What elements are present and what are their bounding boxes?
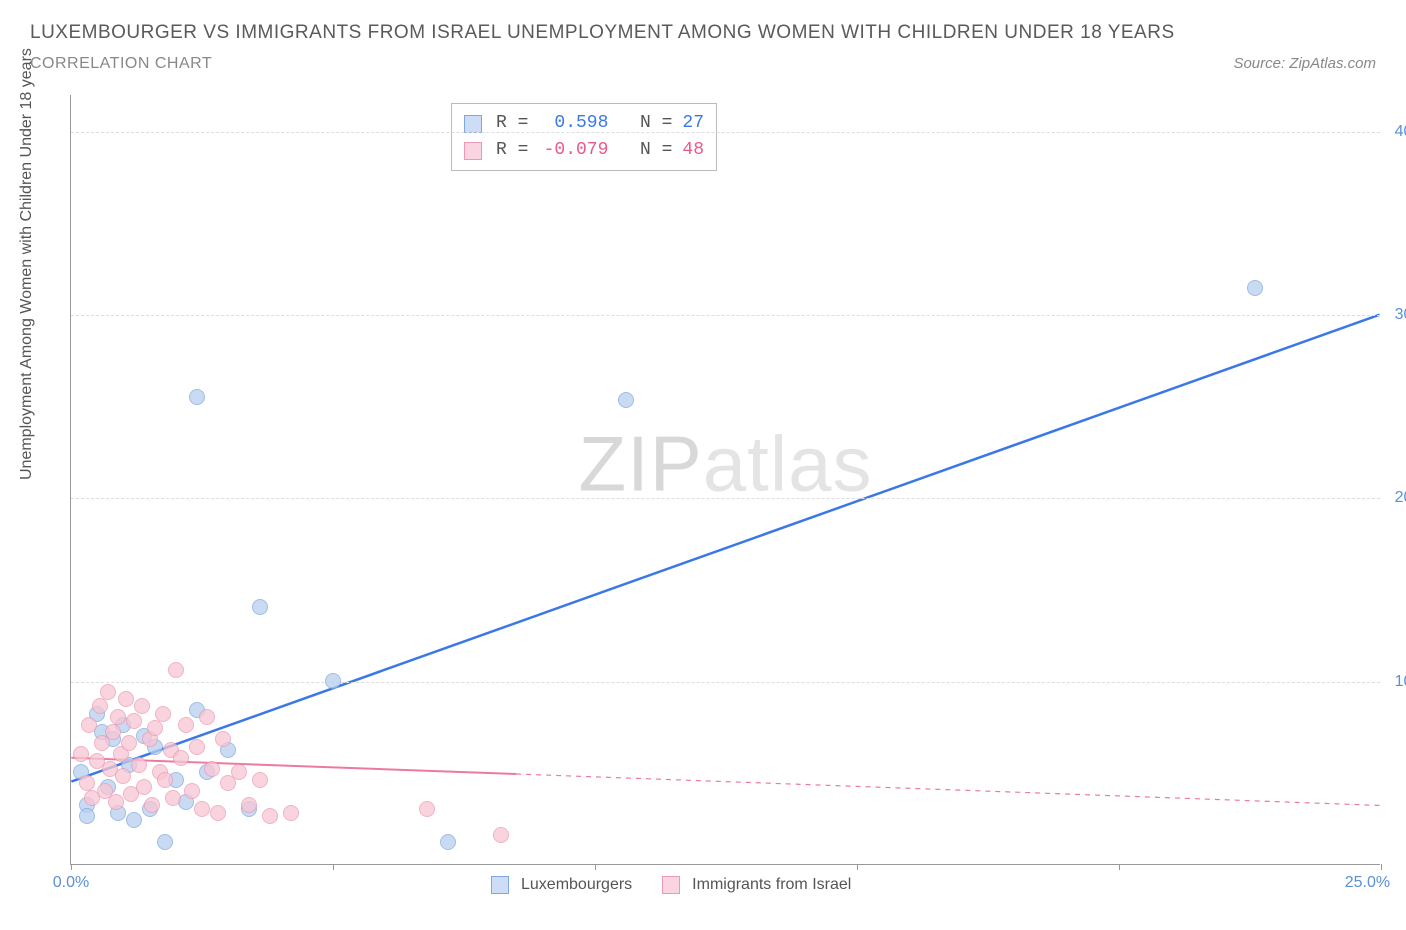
- stats-n-value: 27: [682, 110, 704, 137]
- legend-swatch: [491, 876, 509, 894]
- scatter-point: [1247, 280, 1263, 296]
- scatter-point: [325, 673, 341, 689]
- scatter-point: [155, 706, 171, 722]
- chart-subtitle: CORRELATION CHART: [30, 55, 212, 73]
- gridline: [71, 315, 1380, 316]
- scatter-point: [204, 761, 220, 777]
- x-tick: [1381, 864, 1382, 870]
- scatter-point: [126, 812, 142, 828]
- scatter-point: [210, 805, 226, 821]
- scatter-point: [79, 808, 95, 824]
- scatter-point: [73, 746, 89, 762]
- watermark: ZIPatlas: [578, 419, 872, 510]
- legend-label: Luxembourgers: [521, 876, 632, 894]
- scatter-point: [157, 772, 173, 788]
- stats-r-value: -0.079: [538, 137, 608, 164]
- scatter-point: [178, 717, 194, 733]
- scatter-point: [173, 750, 189, 766]
- x-tick: [1119, 864, 1120, 870]
- y-tick-label: 30.0%: [1395, 306, 1406, 324]
- scatter-point: [165, 790, 181, 806]
- scatter-point: [194, 801, 210, 817]
- gridline: [71, 132, 1380, 133]
- legend-item: Immigrants from Israel: [662, 876, 851, 894]
- scatter-point: [283, 805, 299, 821]
- gridline: [71, 682, 1380, 683]
- y-tick-label: 10.0%: [1395, 673, 1406, 691]
- scatter-point: [118, 691, 134, 707]
- scatter-point: [252, 599, 268, 615]
- trend-line-dashed: [516, 774, 1379, 805]
- scatter-point: [157, 834, 173, 850]
- x-tick: [595, 864, 596, 870]
- chart-plot-area: ZIPatlas R =0.598 N =27R =-0.079 N =48 L…: [70, 95, 1380, 865]
- header: LUXEMBOURGER VS IMMIGRANTS FROM ISRAEL U…: [0, 0, 1406, 73]
- scatter-point: [618, 392, 634, 408]
- subtitle-row: CORRELATION CHART Source: ZipAtlas.com: [30, 55, 1376, 73]
- scatter-point: [81, 717, 97, 733]
- legend-swatch: [464, 115, 482, 133]
- y-tick-label: 40.0%: [1395, 123, 1406, 141]
- chart-title: LUXEMBOURGER VS IMMIGRANTS FROM ISRAEL U…: [30, 20, 1376, 47]
- trend-lines-layer: [71, 95, 1380, 864]
- scatter-point: [493, 827, 509, 843]
- correlation-stats-box: R = 0.598 N = 27 R = -0.079 N = 48: [451, 103, 717, 171]
- scatter-point: [231, 764, 247, 780]
- scatter-point: [419, 801, 435, 817]
- scatter-point: [126, 713, 142, 729]
- scatter-point: [105, 724, 121, 740]
- stats-n-value: 48: [682, 137, 704, 164]
- legend-item: Luxembourgers: [491, 876, 632, 894]
- scatter-point: [100, 684, 116, 700]
- scatter-point: [108, 794, 124, 810]
- scatter-point: [252, 772, 268, 788]
- x-tick-label: 25.0%: [1345, 874, 1390, 892]
- x-tick-label: 0.0%: [53, 874, 89, 892]
- trend-line-solid: [71, 315, 1379, 782]
- scatter-point: [199, 709, 215, 725]
- source-attribution: Source: ZipAtlas.com: [1233, 55, 1376, 72]
- scatter-point: [115, 768, 131, 784]
- legend-swatch: [662, 876, 680, 894]
- scatter-point: [144, 797, 160, 813]
- legend-bottom: Luxembourgers Immigrants from Israel: [491, 876, 851, 894]
- stats-row: R = -0.079 N = 48: [464, 137, 704, 164]
- scatter-point: [131, 757, 147, 773]
- scatter-point: [189, 739, 205, 755]
- legend-label: Immigrants from Israel: [692, 876, 851, 894]
- scatter-point: [440, 834, 456, 850]
- scatter-point: [241, 797, 257, 813]
- legend-swatch: [464, 142, 482, 160]
- x-tick: [71, 864, 72, 870]
- scatter-point: [189, 389, 205, 405]
- stats-r-label: R =: [496, 137, 528, 164]
- x-tick: [333, 864, 334, 870]
- scatter-point: [262, 808, 278, 824]
- gridline: [71, 498, 1380, 499]
- stats-n-label: N =: [618, 110, 672, 137]
- scatter-point: [79, 775, 95, 791]
- stats-r-label: R =: [496, 110, 528, 137]
- scatter-point: [110, 709, 126, 725]
- stats-n-label: N =: [618, 137, 672, 164]
- y-axis-label: Unemployment Among Women with Children U…: [18, 48, 36, 480]
- stats-row: R = 0.598 N = 27: [464, 110, 704, 137]
- scatter-point: [215, 731, 231, 747]
- scatter-point: [134, 698, 150, 714]
- y-tick-label: 20.0%: [1395, 489, 1406, 507]
- scatter-point: [136, 779, 152, 795]
- scatter-point: [168, 662, 184, 678]
- x-tick: [857, 864, 858, 870]
- stats-r-value: 0.598: [538, 110, 608, 137]
- scatter-point: [147, 720, 163, 736]
- scatter-point: [92, 698, 108, 714]
- scatter-point: [184, 783, 200, 799]
- scatter-point: [121, 735, 137, 751]
